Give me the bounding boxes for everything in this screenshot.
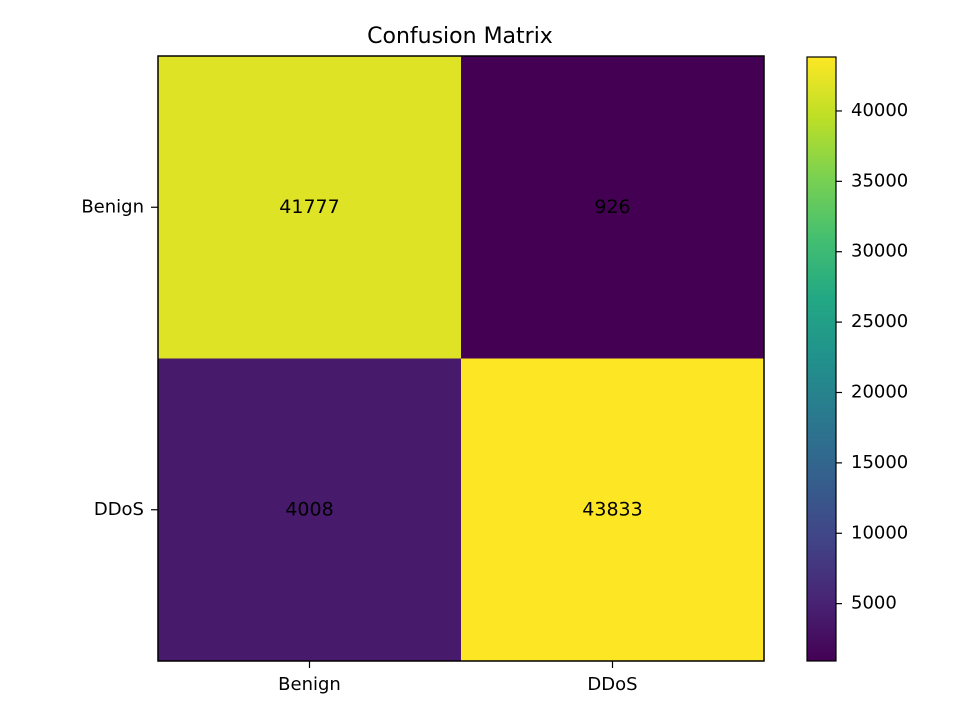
x-axis-ticks: Benign DDoS <box>278 661 638 695</box>
colorbar-tick-label: 5000 <box>851 593 897 614</box>
heatmap-cell-0-1 <box>461 56 765 359</box>
heatmap-cell-1-0 <box>158 358 462 662</box>
y-tick-label: Benign <box>81 196 144 217</box>
chart-title: Confusion Matrix <box>367 24 553 49</box>
colorbar-tick-label: 40000 <box>851 100 908 121</box>
heatmap-cell-1-1 <box>461 358 765 662</box>
x-tick-label: Benign <box>278 674 341 695</box>
cell-value-0-1: 926 <box>594 196 630 218</box>
cell-value-1-1: 43833 <box>582 498 642 520</box>
colorbar-ticks: 5000 10000 15000 20000 25000 30000 35000 40000 <box>836 100 908 614</box>
colorbar-tick-label: 20000 <box>851 381 908 402</box>
x-tick-label: DDoS <box>587 674 637 695</box>
colorbar-tick-label: 35000 <box>851 170 908 191</box>
colorbar-tick-label: 15000 <box>851 452 908 473</box>
colorbar-tick-label: 10000 <box>851 522 908 543</box>
cell-value-1-0: 4008 <box>285 498 333 520</box>
heatmap-cell-labels: 41777 926 4008 43833 <box>279 196 642 521</box>
colorbar-tick-label: 30000 <box>851 241 908 262</box>
heatmap-cell-0-0 <box>158 56 462 359</box>
y-tick-label: DDoS <box>94 499 144 520</box>
colorbar-tick-label: 25000 <box>851 311 908 332</box>
colorbar <box>806 56 837 662</box>
heatmap-cells <box>158 56 765 662</box>
cell-value-0-0: 41777 <box>279 196 339 218</box>
y-axis-ticks: Benign DDoS <box>81 196 158 520</box>
plot-frame <box>157 55 765 662</box>
